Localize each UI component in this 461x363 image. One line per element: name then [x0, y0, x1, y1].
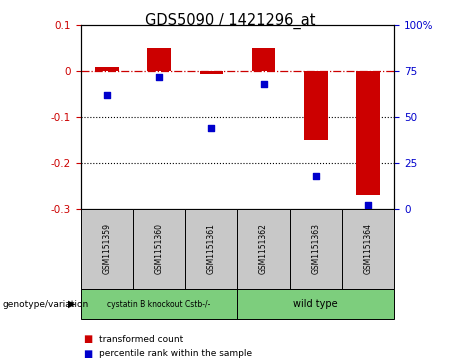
- Text: GSM1151361: GSM1151361: [207, 223, 216, 274]
- Text: GSM1151363: GSM1151363: [311, 223, 320, 274]
- Bar: [252, 48, 275, 71]
- Point: [207, 125, 215, 131]
- Bar: [200, 71, 223, 74]
- Bar: [95, 67, 118, 71]
- Text: genotype/variation: genotype/variation: [2, 299, 89, 309]
- Point: [260, 81, 267, 87]
- Text: cystatin B knockout Cstb-/-: cystatin B knockout Cstb-/-: [107, 299, 211, 309]
- Text: ■: ■: [83, 334, 92, 344]
- Text: ■: ■: [83, 349, 92, 359]
- Text: transformed count: transformed count: [99, 335, 183, 344]
- Text: GDS5090 / 1421296_at: GDS5090 / 1421296_at: [145, 13, 316, 29]
- Text: ▶: ▶: [68, 299, 75, 309]
- Point: [103, 92, 111, 98]
- Text: GSM1151359: GSM1151359: [102, 223, 111, 274]
- Bar: [356, 71, 380, 195]
- Point: [312, 173, 319, 179]
- Bar: [148, 48, 171, 71]
- Text: GSM1151362: GSM1151362: [259, 223, 268, 274]
- Text: wild type: wild type: [294, 299, 338, 309]
- Text: GSM1151360: GSM1151360: [154, 223, 164, 274]
- Bar: [304, 71, 327, 140]
- Text: GSM1151364: GSM1151364: [364, 223, 372, 274]
- Point: [364, 202, 372, 208]
- Text: percentile rank within the sample: percentile rank within the sample: [99, 350, 252, 358]
- Point: [155, 74, 163, 79]
